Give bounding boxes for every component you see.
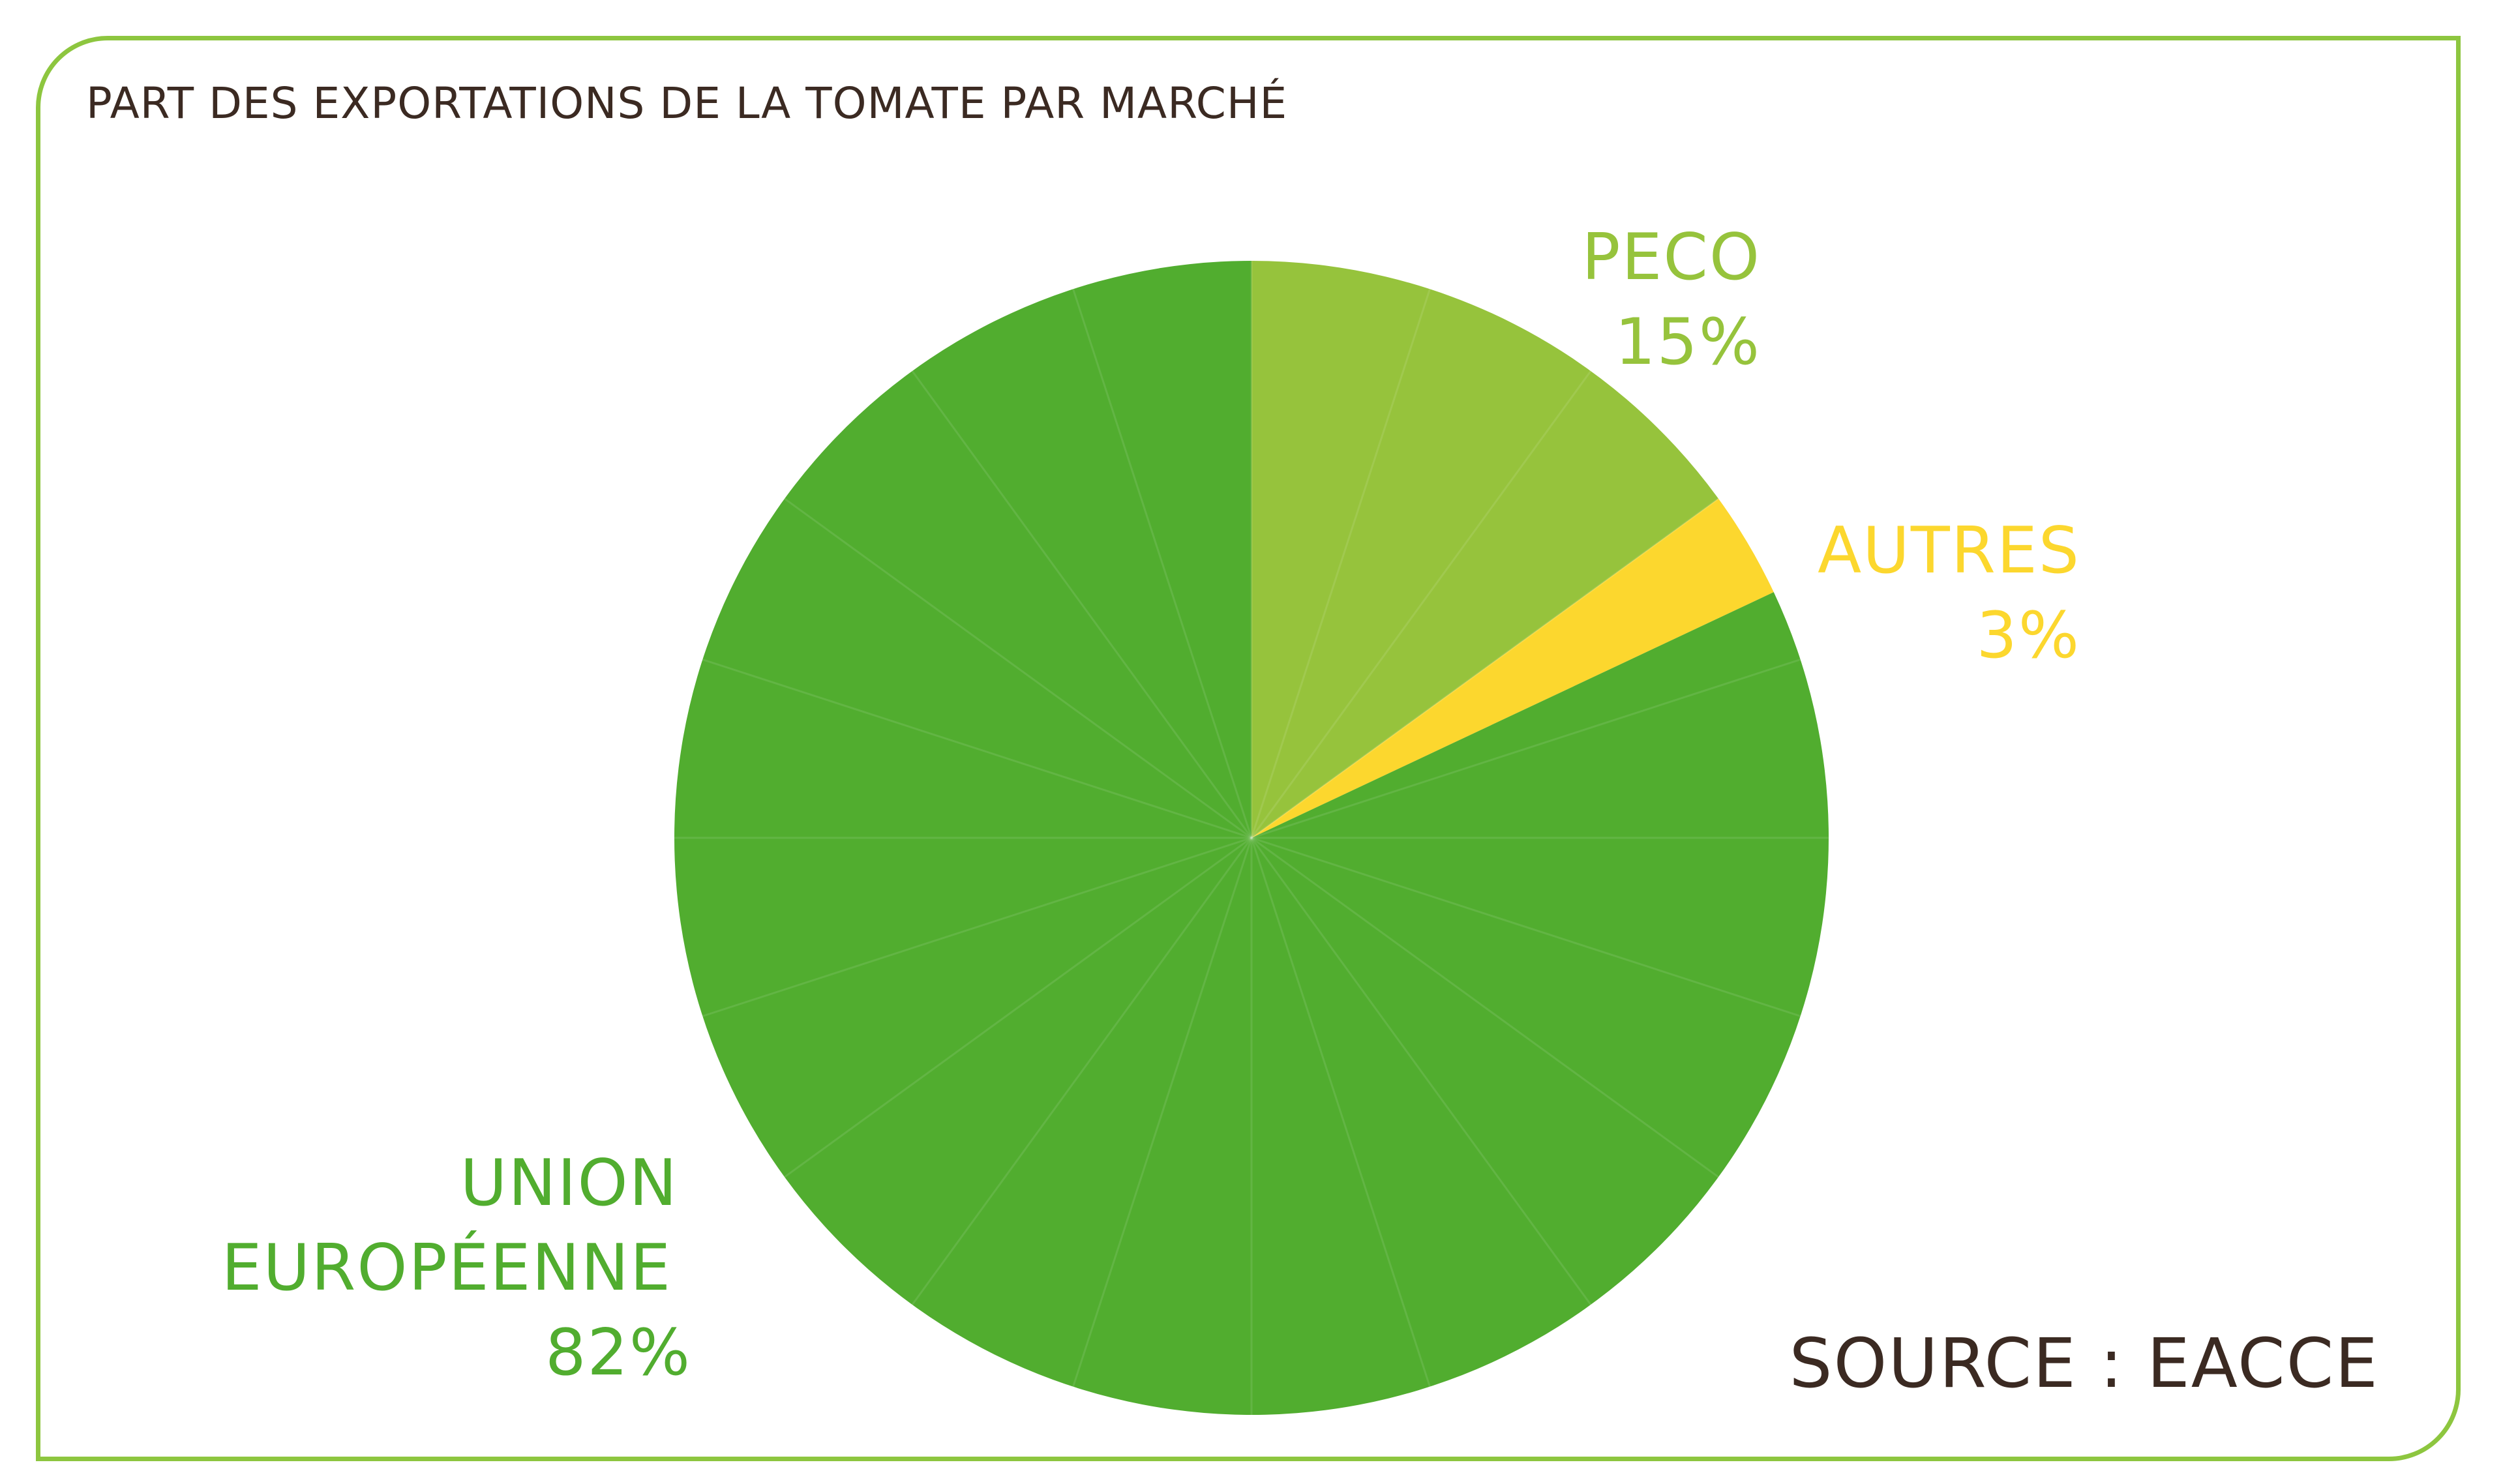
source-note: SOURCE : EACCE bbox=[1789, 1324, 2379, 1403]
pie-facet-line bbox=[702, 659, 1252, 839]
pie-facet-line bbox=[702, 837, 1252, 1017]
pie-facet-line bbox=[1072, 837, 1253, 1388]
pie-facet-line bbox=[1250, 837, 1592, 1305]
pie-slice-union-europeenne bbox=[674, 261, 1829, 1415]
pie-facet-line bbox=[1250, 837, 1431, 1388]
pie-facet-line bbox=[1251, 497, 1719, 839]
pie-slice-peco bbox=[1252, 261, 1718, 838]
slice-label-peco: PECO 15% bbox=[1533, 215, 1761, 385]
pie-facet-line bbox=[911, 837, 1253, 1305]
pie-facet-line bbox=[1251, 837, 1801, 1017]
chart-frame bbox=[36, 36, 2461, 1461]
pie-facet-line bbox=[1072, 288, 1253, 838]
pie-facet-line bbox=[784, 837, 1252, 1178]
slice-label-autres-value: 3% bbox=[1976, 599, 2080, 673]
pie-facet-line bbox=[911, 370, 1253, 838]
slice-label-autres-name: AUTRES bbox=[1818, 514, 2080, 588]
slice-label-autres: AUTRES 3% bbox=[1793, 509, 2080, 678]
pie-facet-line bbox=[1251, 659, 1801, 839]
chart-title: PART DES EXPORTATIONS DE LA TOMATE PAR M… bbox=[86, 78, 1288, 128]
pie-facet-line bbox=[1251, 837, 1719, 1178]
slice-label-union-europeenne: UNION EUROPÉENNE 82% bbox=[170, 1141, 691, 1395]
slice-label-ue-line2: EUROPÉENNE bbox=[221, 1231, 672, 1305]
pie-slice-autres bbox=[1252, 498, 1774, 838]
slice-label-peco-value: 15% bbox=[1615, 305, 1761, 379]
pie-facet-line bbox=[1250, 288, 1431, 838]
slice-label-peco-name: PECO bbox=[1581, 220, 1761, 295]
pie-facet-line bbox=[784, 497, 1252, 839]
pie-facet-line bbox=[1250, 370, 1592, 838]
slice-label-ue-line1: UNION bbox=[460, 1146, 678, 1221]
slice-label-ue-value: 82% bbox=[545, 1316, 691, 1390]
